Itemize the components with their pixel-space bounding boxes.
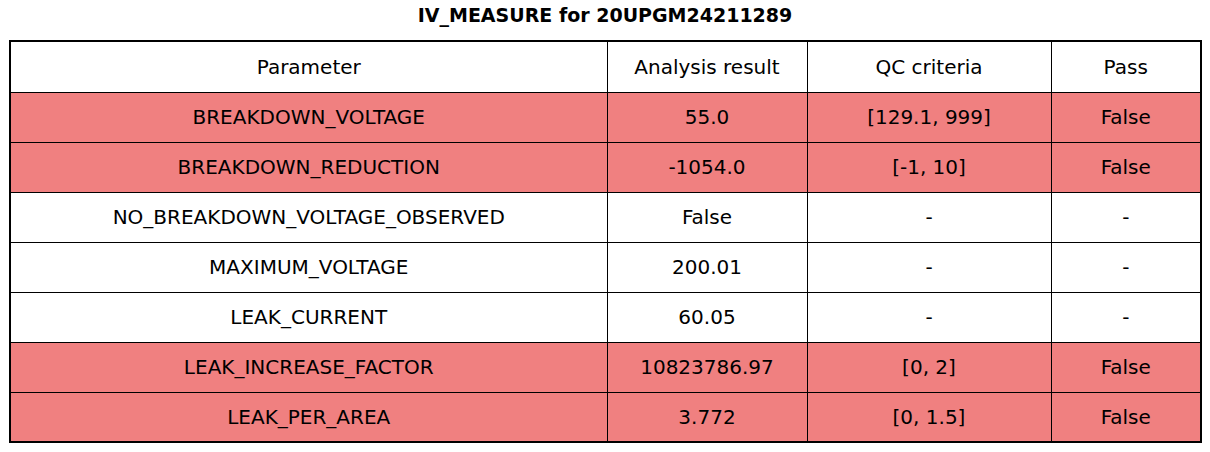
cell-analysis-result: 55.0: [607, 92, 807, 142]
page-title: IV_MEASURE for 20UPGM24211289: [0, 4, 1210, 26]
cell-analysis-result: 10823786.97: [607, 342, 807, 392]
cell-parameter: LEAK_PER_AREA: [10, 392, 607, 442]
cell-analysis-result: False: [607, 192, 807, 242]
cell-pass: -: [1051, 292, 1201, 342]
cell-parameter: NO_BREAKDOWN_VOLTAGE_OBSERVED: [10, 192, 607, 242]
cell-pass: False: [1051, 92, 1201, 142]
table-row: MAXIMUM_VOLTAGE200.01--: [10, 242, 1201, 292]
cell-qc-criteria: -: [807, 192, 1051, 242]
cell-analysis-result: -1054.0: [607, 142, 807, 192]
cell-qc-criteria: -: [807, 292, 1051, 342]
table-row: LEAK_PER_AREA3.772[0, 1.5]False: [10, 392, 1201, 442]
cell-pass: False: [1051, 142, 1201, 192]
cell-parameter: LEAK_INCREASE_FACTOR: [10, 342, 607, 392]
cell-analysis-result: 60.05: [607, 292, 807, 342]
cell-analysis-result: 200.01: [607, 242, 807, 292]
table-row: BREAKDOWN_REDUCTION-1054.0[-1, 10]False: [10, 142, 1201, 192]
cell-qc-criteria: [-1, 10]: [807, 142, 1051, 192]
cell-qc-criteria: [129.1, 999]: [807, 92, 1051, 142]
cell-parameter: MAXIMUM_VOLTAGE: [10, 242, 607, 292]
cell-qc-criteria: [0, 1.5]: [807, 392, 1051, 442]
cell-qc-criteria: [0, 2]: [807, 342, 1051, 392]
column-header-analysis-result: Analysis result: [607, 41, 807, 92]
header-row: Parameter Analysis result QC criteria Pa…: [10, 41, 1201, 92]
qc-results-table: Parameter Analysis result QC criteria Pa…: [9, 40, 1202, 443]
cell-parameter: LEAK_CURRENT: [10, 292, 607, 342]
table-row: LEAK_INCREASE_FACTOR10823786.97[0, 2]Fal…: [10, 342, 1201, 392]
cell-parameter: BREAKDOWN_REDUCTION: [10, 142, 607, 192]
cell-pass: False: [1051, 392, 1201, 442]
cell-analysis-result: 3.772: [607, 392, 807, 442]
table-body: BREAKDOWN_VOLTAGE55.0[129.1, 999]FalseBR…: [10, 92, 1201, 442]
cell-pass: -: [1051, 242, 1201, 292]
cell-qc-criteria: -: [807, 242, 1051, 292]
table-row: NO_BREAKDOWN_VOLTAGE_OBSERVEDFalse--: [10, 192, 1201, 242]
table-row: LEAK_CURRENT60.05--: [10, 292, 1201, 342]
cell-pass: False: [1051, 342, 1201, 392]
column-header-qc-criteria: QC criteria: [807, 41, 1051, 92]
cell-parameter: BREAKDOWN_VOLTAGE: [10, 92, 607, 142]
column-header-pass: Pass: [1051, 41, 1201, 92]
column-header-parameter: Parameter: [10, 41, 607, 92]
cell-pass: -: [1051, 192, 1201, 242]
table-row: BREAKDOWN_VOLTAGE55.0[129.1, 999]False: [10, 92, 1201, 142]
